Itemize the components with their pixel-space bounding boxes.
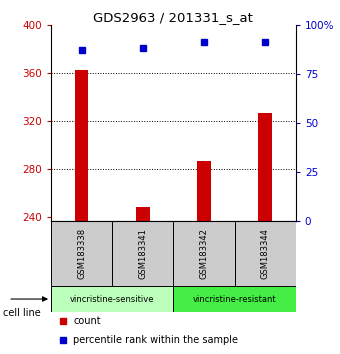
Bar — [51, 286, 173, 312]
Text: GSM183338: GSM183338 — [77, 228, 86, 279]
Text: cell line: cell line — [3, 308, 41, 318]
Text: GSM183344: GSM183344 — [261, 228, 270, 279]
Text: GSM183341: GSM183341 — [138, 228, 147, 279]
Text: count: count — [73, 316, 101, 326]
Text: percentile rank within the sample: percentile rank within the sample — [73, 335, 238, 345]
Bar — [173, 286, 296, 312]
Bar — [197, 161, 211, 221]
Text: vincristine-sensitive: vincristine-sensitive — [70, 295, 154, 303]
Bar — [136, 207, 150, 221]
Title: GDS2963 / 201331_s_at: GDS2963 / 201331_s_at — [94, 11, 253, 24]
Text: GSM183342: GSM183342 — [200, 228, 208, 279]
Text: vincristine-resistant: vincristine-resistant — [193, 295, 276, 303]
Bar — [75, 70, 88, 221]
Bar — [173, 221, 235, 286]
Bar — [51, 221, 112, 286]
Bar — [112, 221, 173, 286]
Bar — [258, 113, 272, 221]
Bar — [235, 221, 296, 286]
